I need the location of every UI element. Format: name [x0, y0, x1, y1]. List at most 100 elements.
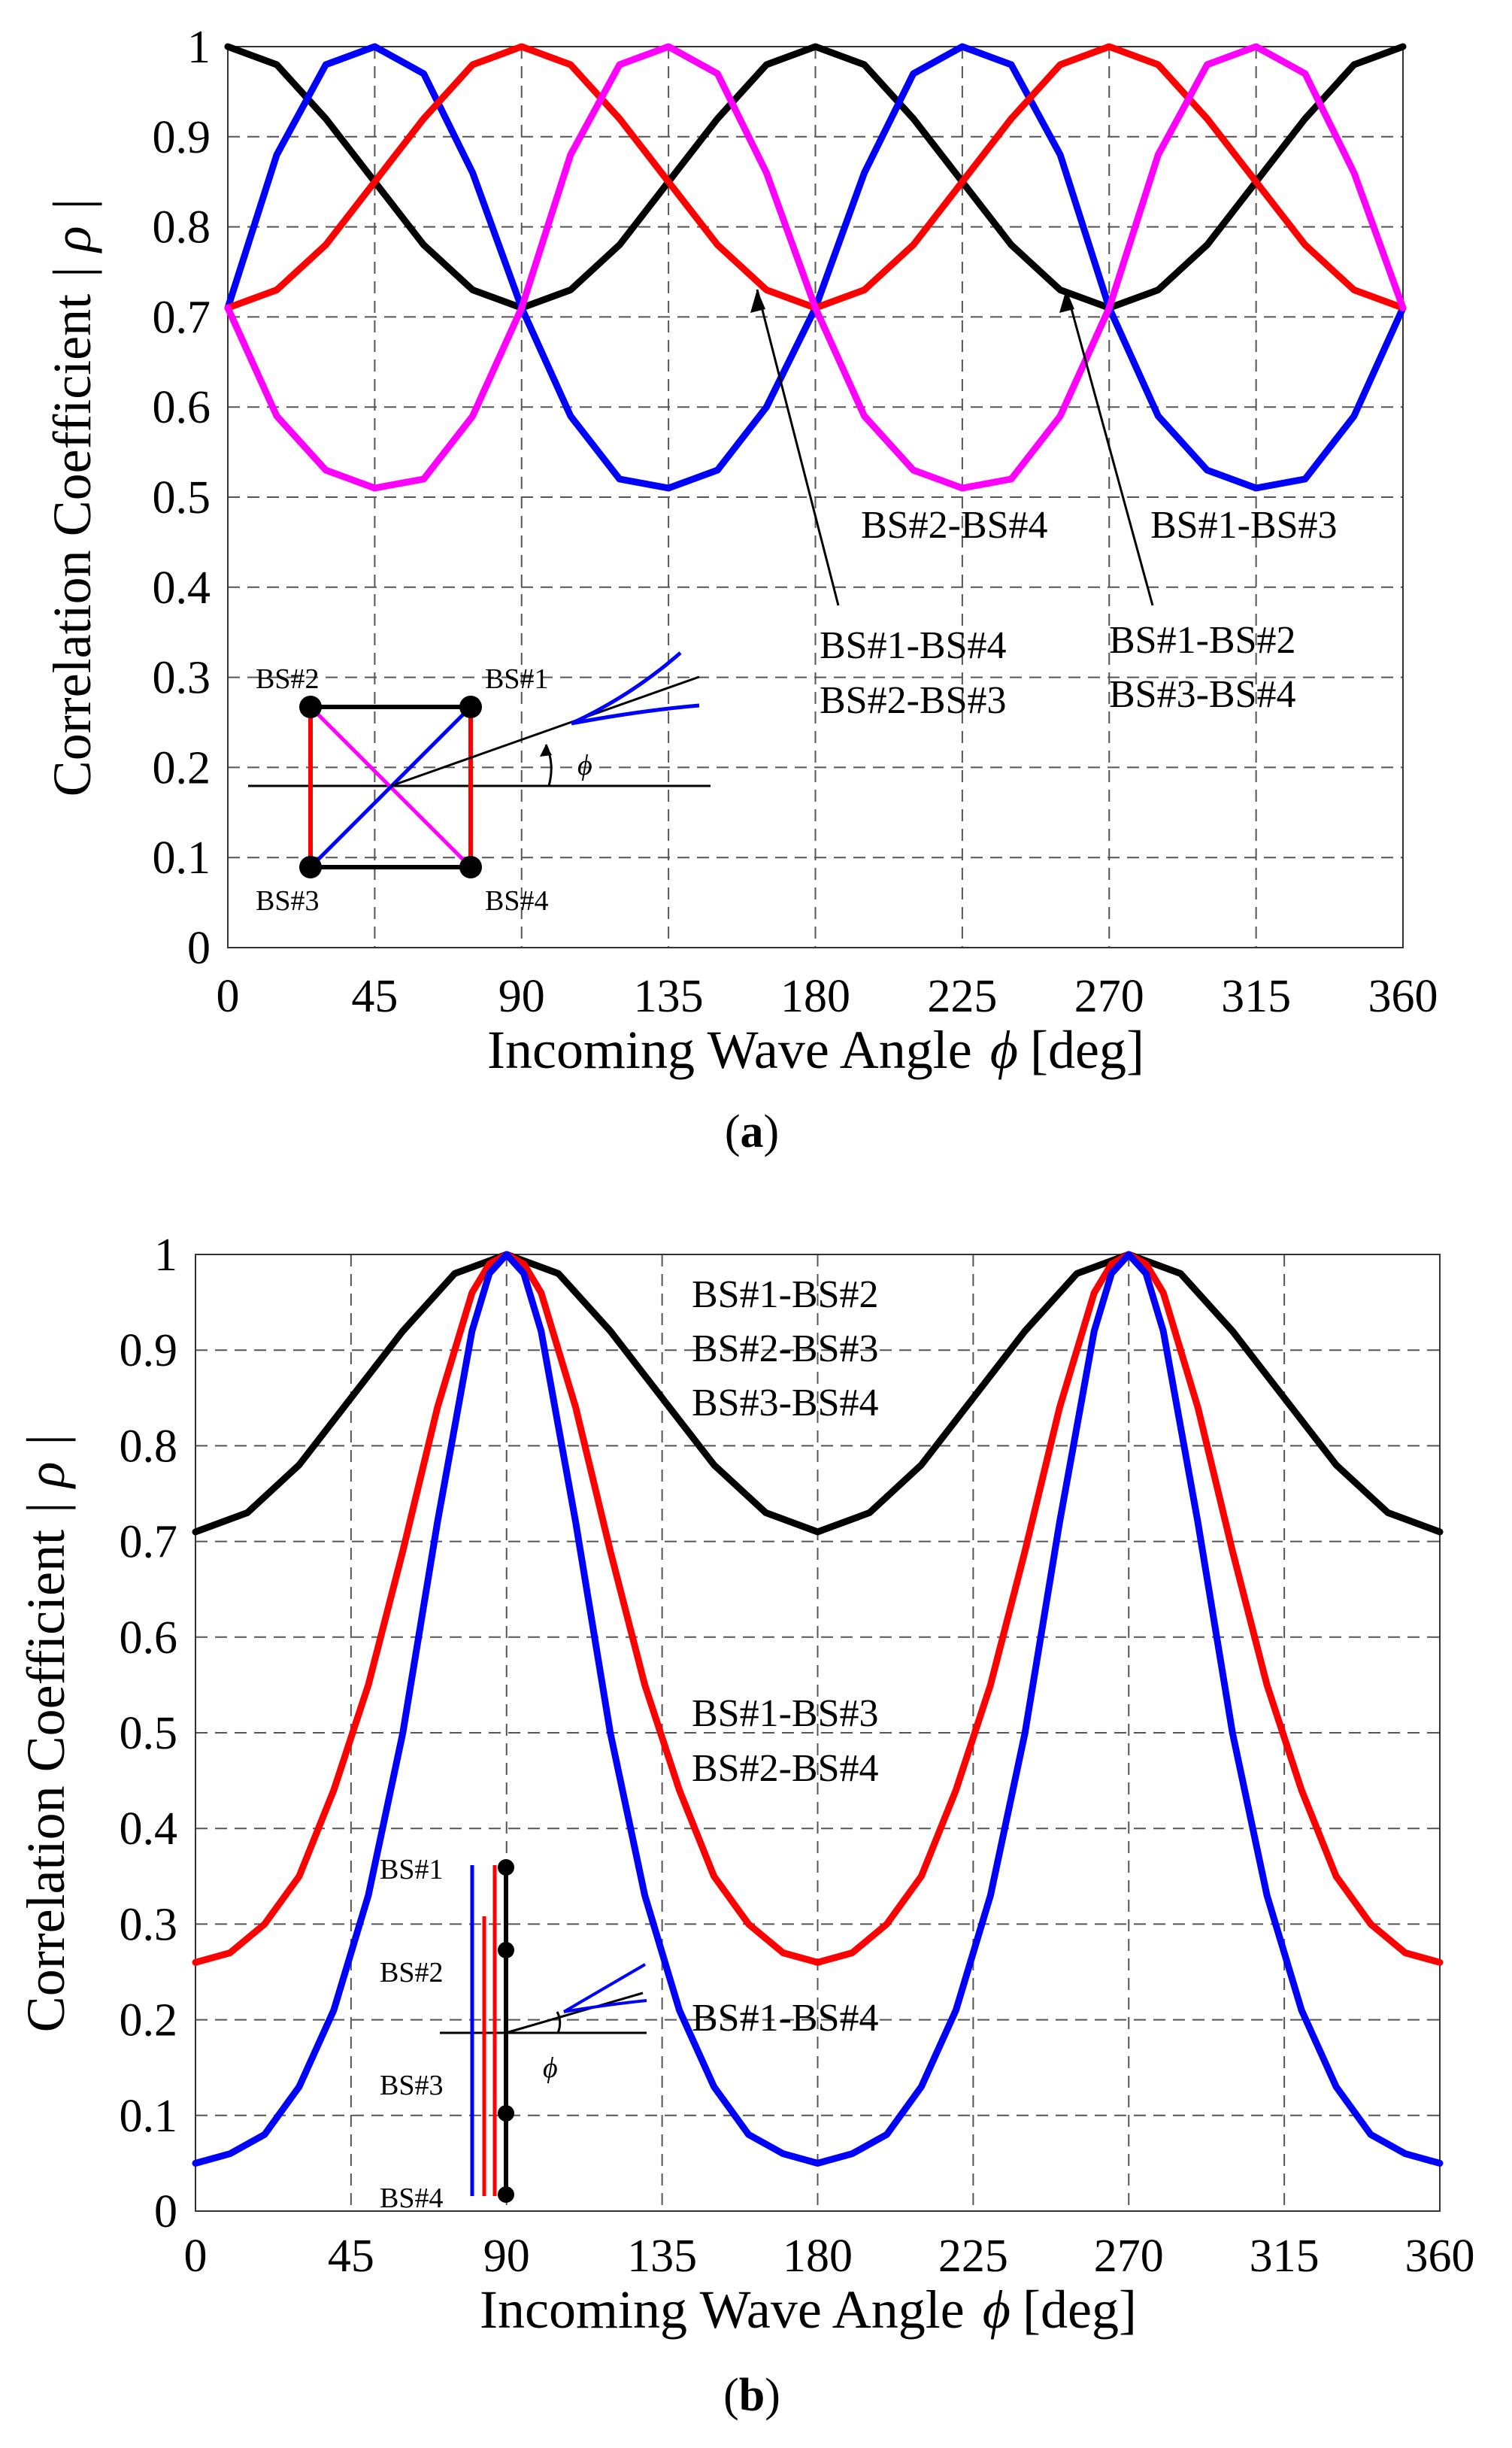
y-tick-label: 0.2	[120, 1995, 178, 2046]
x-tick-label: 135	[634, 971, 704, 1022]
y-tick-label: 0.6	[153, 382, 211, 433]
panel-label-a: (a)	[725, 1106, 779, 1157]
panel-b: 0 0.1 0.2 0.3 0.4 0.5 0.6 0.7 0.8 0.9 1 0 45 90 135 18…	[16, 1230, 1475, 2421]
y-tick-label: 0.5	[153, 472, 211, 523]
y-tick-label: 0.1	[153, 833, 211, 884]
x-axis-title-b: Incoming Wave Angle ϕ [deg]	[480, 2280, 1137, 2340]
y-tick-label: 0.4	[120, 1803, 178, 1855]
y-tick-labels-b: 0 0.1 0.2 0.3 0.4 0.5 0.6 0.7 0.8 0.9 1	[120, 1230, 178, 2237]
inset-wavefront-lower	[571, 703, 700, 726]
x-tick-label: 90	[483, 2231, 530, 2282]
inset-wavefront-upper	[562, 1963, 647, 2013]
x-tick-label: 45	[328, 2231, 374, 2282]
x-tick-label: 135	[627, 2231, 697, 2282]
x-tick-label: 315	[1250, 2231, 1320, 2282]
series-line-1	[192, 1251, 1444, 1536]
y-tick-label: 0.5	[120, 1708, 178, 1759]
annotations-b: BS#1-BS#2 BS#2-BS#3 BS#3-BS#4 BS#1-BS#3 …	[692, 1273, 879, 2040]
grid-a	[228, 47, 1403, 948]
annotation-bs2-bs3: BS#2-BS#3	[820, 679, 1007, 722]
inset-angle-arrowhead	[540, 745, 552, 757]
x-tick-label: 0	[217, 971, 240, 1022]
y-tick-label: 0.8	[153, 202, 211, 253]
annotation-bs3-bs4: BS#3-BS#4	[1109, 673, 1296, 716]
y-axis-title-b: Correlation Coefficient| ρ |	[16, 1433, 76, 2033]
x-tick-label: 315	[1221, 971, 1291, 1022]
annotation-bs1-bs4: BS#1-BS#4	[692, 1997, 879, 2040]
inset-phi-label: ϕ	[543, 2052, 558, 2084]
inset-node-bs4	[498, 2186, 514, 2203]
annotation-arrow-left	[756, 289, 840, 606]
series-line-2	[192, 1251, 1444, 1966]
inset-node-bs3	[498, 2105, 514, 2122]
y-tick-label: 0.3	[153, 653, 211, 704]
inset-label-bs2: BS#2	[256, 663, 319, 695]
y-tick-label: 0.7	[153, 292, 211, 343]
inset-node-bs2	[299, 696, 322, 718]
series-b	[192, 1251, 1444, 2167]
annotation-arrowhead-left	[750, 290, 765, 313]
y-tick-label: 0.1	[120, 2091, 178, 2142]
x-tick-label: 90	[498, 971, 545, 1022]
x-tick-label: 0	[184, 2231, 208, 2282]
inset-node-bs3	[299, 856, 322, 878]
y-tick-label: 0.3	[120, 1899, 178, 1950]
inset-node-bs1	[498, 1859, 514, 1876]
annotation-arrowhead-right	[1059, 290, 1074, 313]
inset-wavefront-lower	[563, 1999, 647, 2013]
annotation-bs1-bs3: BS#1-BS#3	[692, 1692, 879, 1735]
series-line-1	[224, 43, 1407, 311]
inset-node-bs1	[459, 696, 482, 718]
y-tick-label: 0.9	[153, 112, 211, 163]
annotation-bs1-bs2: BS#1-BS#2	[1109, 619, 1296, 662]
x-tick-labels-a: 0 45 90 135 180 225 270 315 360	[217, 971, 1438, 1022]
panel-label-b: (b)	[723, 2370, 780, 2421]
y-tick-label: 0.6	[120, 1612, 178, 1664]
annotation-bs1-bs4: BS#1-BS#4	[820, 624, 1007, 667]
x-tick-label: 180	[780, 971, 850, 1022]
inset-label-bs4: BS#4	[380, 2183, 443, 2214]
annotation-bs1-bs3: BS#1-BS#3	[1150, 504, 1338, 547]
y-tick-label: 0.9	[120, 1325, 178, 1376]
inset-wavefront-upper	[570, 651, 682, 726]
x-tick-label: 225	[938, 2231, 1008, 2282]
inset-label-bs4: BS#4	[485, 885, 548, 917]
annotation-bs2-bs4: BS#2-BS#4	[861, 504, 1048, 547]
annotation-bs2-bs4: BS#2-BS#4	[692, 1747, 879, 1790]
panel-a: 0 0.1 0.2 0.3 0.4 0.5 0.6 0.7 0.8 0.9 1 0 45 90 135 18…	[42, 22, 1438, 1157]
annotation-bs1-bs2: BS#1-BS#2	[692, 1273, 879, 1316]
x-tick-labels-b: 0 45 90 135 180 225 270 315 360	[184, 2231, 1475, 2282]
y-tick-label: 0	[187, 923, 211, 974]
inset-label-bs3: BS#3	[256, 885, 319, 917]
y-tick-label: 1	[187, 22, 211, 73]
y-tick-label: 0	[154, 2186, 177, 2237]
y-tick-label: 1	[154, 1230, 177, 1281]
x-axis-title-a: Incoming Wave Angle ϕ [deg]	[487, 1020, 1144, 1080]
inset-label-bs3: BS#3	[380, 2070, 443, 2101]
inset-phi-label: ϕ	[577, 750, 592, 781]
series-a	[224, 43, 1407, 492]
annotation-arrow-right	[1065, 289, 1154, 606]
inset-node-bs2	[498, 1942, 514, 1958]
inset-node-bs4	[459, 856, 482, 878]
x-tick-label: 270	[1074, 971, 1144, 1022]
y-tick-label: 0.7	[120, 1517, 178, 1568]
inset-wave-direction	[390, 675, 700, 787]
x-tick-label: 270	[1094, 2231, 1164, 2282]
annotation-bs3-bs4: BS#3-BS#4	[692, 1382, 879, 1424]
inset-wave-direction	[505, 1991, 644, 2034]
inset-label-bs1: BS#1	[485, 663, 548, 695]
inset-square-diagram: BS#2 BS#1 BS#3 BS#4 ϕ	[248, 651, 711, 917]
plot-frame-b	[195, 1254, 1441, 2212]
x-tick-label: 225	[927, 971, 997, 1022]
inset-label-bs1: BS#1	[380, 1854, 443, 1885]
inset-linear-array-diagram: BS#1 BS#2 BS#3 BS#4 ϕ	[380, 1854, 647, 2214]
y-tick-label: 0.2	[153, 742, 211, 793]
inset-diagonal-1-3	[309, 705, 472, 869]
x-tick-label: 360	[1368, 971, 1438, 1022]
annotation-bs2-bs3: BS#2-BS#3	[692, 1327, 879, 1370]
series-line-4	[224, 43, 1407, 492]
x-tick-label: 360	[1405, 2231, 1475, 2282]
y-tick-label: 0.4	[153, 563, 211, 614]
